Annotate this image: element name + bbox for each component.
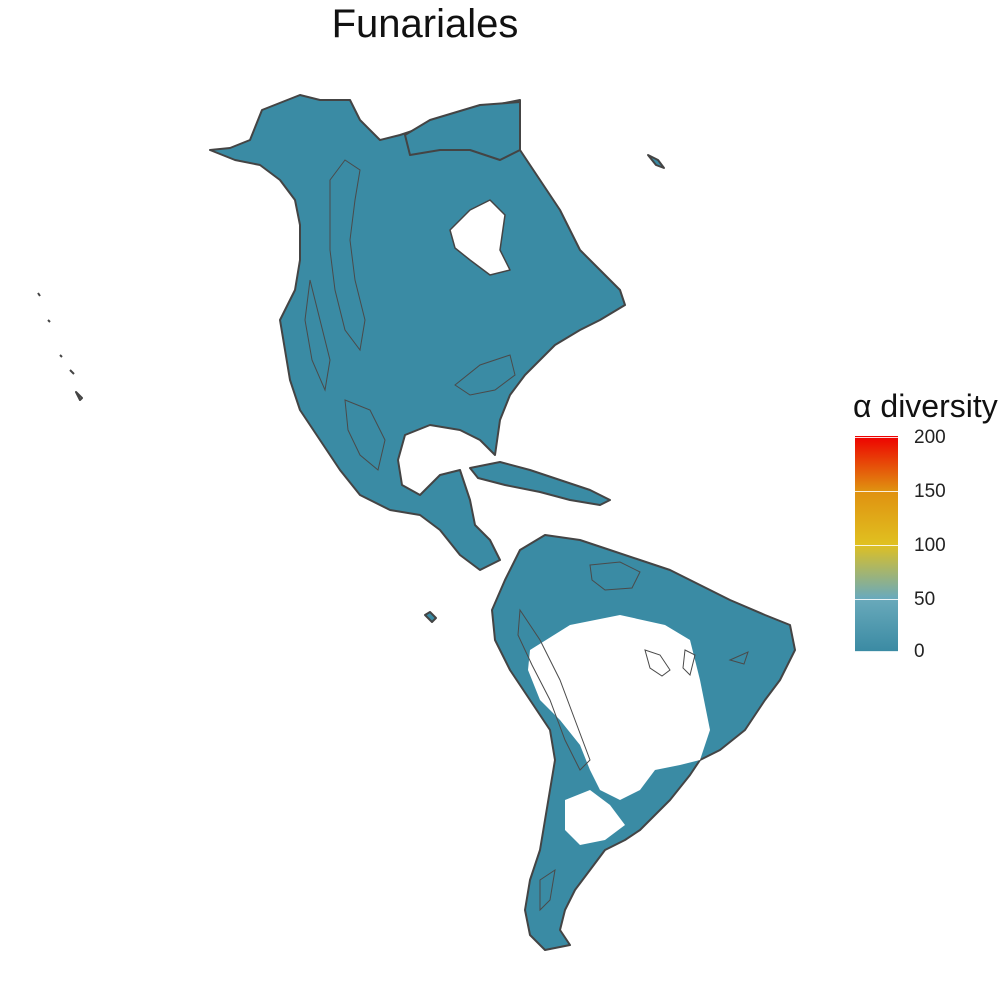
caribbean-islands xyxy=(469,461,611,506)
arctic-islands xyxy=(404,101,521,161)
diversity-raster xyxy=(37,94,796,951)
legend-tickmark-0 xyxy=(855,651,898,652)
legend-tick-0: 0 xyxy=(914,641,925,662)
patagonia-gap xyxy=(565,790,625,845)
greenland-fragment xyxy=(647,154,665,169)
legend-tickmark-200 xyxy=(855,437,898,438)
color-scale-bar xyxy=(855,436,898,652)
hudson-bay xyxy=(449,199,511,276)
galapagos-islands xyxy=(424,611,437,623)
legend-tick-50: 50 xyxy=(914,589,936,610)
legend-tick-100: 100 xyxy=(914,535,946,556)
map-title: Funariales xyxy=(331,2,519,46)
legend-tickmark-50 xyxy=(855,599,898,600)
legend-tick-200: 200 xyxy=(914,427,946,448)
legend-tickmark-100 xyxy=(855,545,898,546)
ecoregion-outlines xyxy=(304,159,749,912)
legend-title: α diversity xyxy=(853,388,998,424)
legend-tick-150: 150 xyxy=(914,481,946,502)
legend-tickmark-150 xyxy=(855,491,898,492)
hawaii-islands xyxy=(37,292,83,401)
